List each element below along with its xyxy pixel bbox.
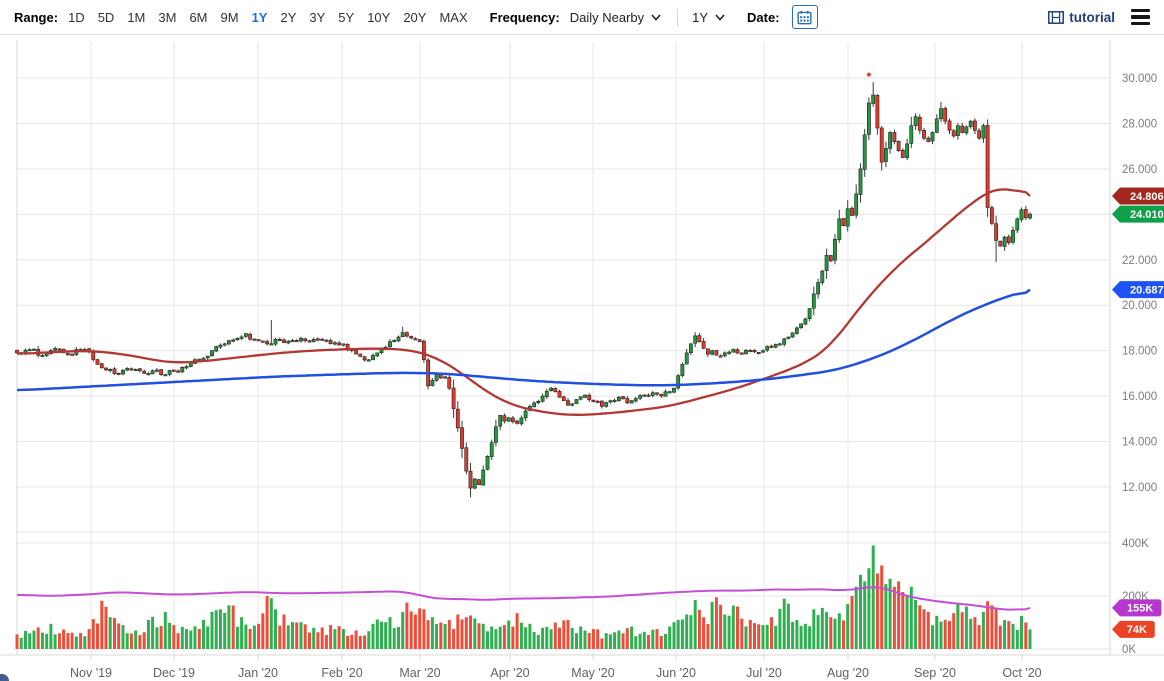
svg-text:Nov '19: Nov '19 [70,666,112,680]
candlestick-series [15,82,1032,498]
range-max[interactable]: MAX [439,9,468,25]
svg-text:Mar '20: Mar '20 [399,666,440,680]
svg-text:20.687: 20.687 [1130,284,1164,296]
price-tag-last-close: 24.010 [1112,205,1164,223]
range-5y[interactable]: 5Y [338,9,355,25]
volume-tag-ma: 155K [1112,599,1162,617]
svg-text:May '20: May '20 [571,666,614,680]
svg-text:14.000: 14.000 [1122,437,1157,449]
gridlines [17,42,1110,655]
range-label: Range: [14,9,59,25]
svg-text:Feb '20: Feb '20 [321,666,362,680]
range-3m[interactable]: 3M [158,9,177,25]
range-9m[interactable]: 9M [220,9,239,25]
range-3y[interactable]: 3Y [309,9,326,25]
svg-text:28.000: 28.000 [1122,118,1157,130]
axis-value-tags: 24.806 24.010 20.687 155K 74K [1112,187,1164,638]
volume-bars [15,545,1032,650]
red-ma-line [16,188,1031,416]
volume-tag-last: 74K [1112,620,1155,638]
svg-text:18.000: 18.000 [1122,346,1157,358]
svg-text:26.000: 26.000 [1122,164,1157,176]
tutorial-video-icon [1048,10,1065,24]
svg-text:12.000: 12.000 [1122,482,1157,494]
chevron-down-icon [715,13,725,21]
toolbar-divider [677,8,679,26]
frequency-value: Daily Nearby [569,9,645,25]
menu-icon[interactable] [1129,7,1152,27]
svg-text:Jul '20: Jul '20 [746,666,782,680]
svg-text:30.000: 30.000 [1122,73,1157,85]
svg-text:16.000: 16.000 [1122,391,1157,403]
chart-toolbar: Range: 1D 5D 1M 3M 6M 9M 1Y 2Y 3Y 5Y 10Y 20Y MAX Fre… [0,0,1164,35]
calendar-icon [797,10,812,24]
price-chart[interactable]: 30.00028.00026.00024.00022.00020.00018.0… [0,35,1164,681]
range-2y[interactable]: 2Y [280,9,297,25]
range-1m[interactable]: 1M [127,9,146,25]
svg-text:Aug '20: Aug '20 [827,666,869,680]
frequency-dropdown[interactable]: Daily Nearby [570,10,661,25]
date-picker-button[interactable] [791,5,818,29]
svg-text:Jun '20: Jun '20 [656,666,696,680]
period-dropdown[interactable]: 1Y [692,10,725,25]
chart-container: 30.00028.00026.00024.00022.00020.00018.0… [0,35,1164,681]
svg-text:Apr '20: Apr '20 [490,666,529,680]
range-10y[interactable]: 10Y [367,9,391,25]
svg-text:Oct '20: Oct '20 [1002,666,1041,680]
range-selector: 1D 5D 1M 3M 6M 9M 1Y 2Y 3Y 5Y 10Y 20Y MAX [68,10,468,25]
volume-ma-line [16,586,1031,611]
chevron-down-icon [651,13,661,21]
svg-text:24.806: 24.806 [1130,191,1164,203]
svg-text:Dec '19: Dec '19 [153,666,195,680]
pane-borders [0,40,1164,656]
tutorial-link[interactable]: tutorial [1048,10,1115,25]
svg-text:Sep '20: Sep '20 [914,666,956,680]
period-value: 1Y [692,9,709,25]
svg-text:74K: 74K [1127,624,1147,636]
price-tag-red-ma: 24.806 [1112,187,1164,205]
page-corner-artifact [0,674,9,681]
x-axis-month-labels: Nov '19 Dec '19 Jan '20 Feb '20 Mar '20 Apr '… [70,655,1042,680]
date-label: Date: [747,9,780,25]
svg-text:155K: 155K [1127,603,1153,615]
chart-annotations [866,72,871,77]
svg-text:20.000: 20.000 [1122,300,1157,312]
frequency-label: Frequency: [489,9,560,25]
range-6m[interactable]: 6M [189,9,208,25]
tutorial-label: tutorial [1069,9,1115,25]
price-tag-blue-ma: 20.687 [1112,281,1164,299]
blue-ma-line [16,288,1031,392]
svg-text:0K: 0K [1122,644,1136,656]
svg-text:400K: 400K [1122,538,1149,550]
range-20y[interactable]: 20Y [403,9,427,25]
svg-text:24.010: 24.010 [1130,209,1164,221]
svg-text:22.000: 22.000 [1122,255,1157,267]
range-5d[interactable]: 5D [97,9,115,25]
range-1d[interactable]: 1D [68,9,85,25]
svg-text:Jan '20: Jan '20 [238,666,278,680]
range-1y[interactable]: 1Y [251,9,268,25]
